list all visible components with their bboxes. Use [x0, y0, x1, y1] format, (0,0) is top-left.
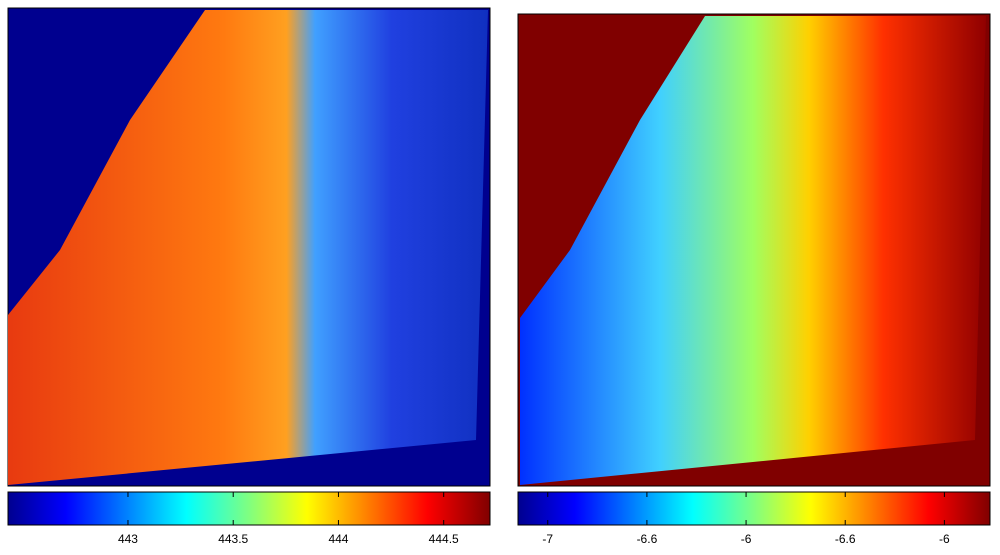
x-tick-label: 444.5 — [429, 532, 459, 546]
x-tick-label: -6.6 — [835, 532, 856, 546]
x-tick-label: -6 — [939, 532, 950, 546]
right-field — [520, 16, 986, 485]
x-tick-label: -6 — [741, 532, 752, 546]
right-colorbar — [517, 491, 991, 526]
x-tick-label: -7 — [542, 532, 553, 546]
x-tick-label: 443.5 — [218, 532, 248, 546]
x-tick-label: 443 — [118, 532, 138, 546]
x-tick-label: -6.6 — [637, 532, 658, 546]
left-colorbar — [7, 491, 491, 526]
left-field — [8, 10, 488, 485]
x-tick-label: 444 — [328, 532, 348, 546]
